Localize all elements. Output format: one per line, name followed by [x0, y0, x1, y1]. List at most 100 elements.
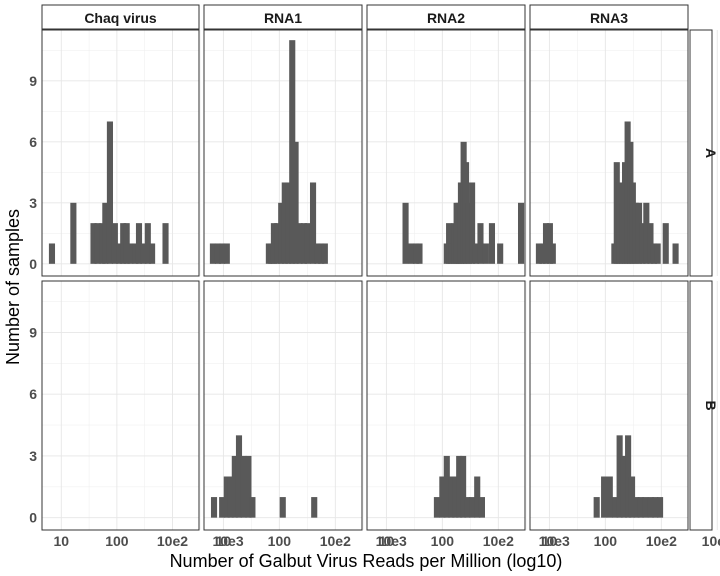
histogram-bar — [270, 223, 277, 264]
histogram-bar — [606, 476, 613, 518]
facet-panel — [529, 280, 718, 531]
histogram-bar — [643, 202, 650, 264]
histogram-bar — [94, 223, 101, 264]
histogram-bar — [132, 243, 139, 264]
histogram-bar — [469, 497, 476, 518]
histogram-bar — [413, 243, 420, 264]
histogram-bar — [652, 497, 659, 518]
y-tick-label: 9 — [29, 73, 37, 89]
histogram-bar — [102, 202, 109, 264]
facet-strip — [41, 4, 200, 30]
histogram-bar — [477, 223, 484, 264]
histogram-bar — [70, 202, 77, 264]
panel-border — [41, 280, 200, 531]
panel-border — [366, 29, 526, 277]
histogram-bar — [135, 223, 143, 264]
x-tick-label: 100 — [268, 533, 292, 549]
histogram-bar — [240, 455, 247, 518]
facet-strip-label: B — [703, 400, 719, 410]
histogram-bar — [612, 497, 619, 518]
histogram-bar — [279, 497, 286, 518]
x-axis-title: Number of Galbut Virus Reads per Million… — [170, 551, 563, 571]
facet-strip — [203, 4, 363, 30]
histogram-bar — [231, 455, 238, 518]
histogram-bar — [464, 497, 471, 518]
histogram-bar — [460, 455, 467, 518]
y-tick-label: 6 — [29, 134, 37, 150]
histogram-bar — [309, 182, 317, 264]
facet-panel — [41, 280, 229, 531]
histogram-bar — [439, 476, 446, 518]
histogram-bar — [647, 497, 654, 518]
histogram-bar — [402, 202, 409, 264]
histogram-bar — [249, 497, 256, 518]
histogram-bar — [300, 223, 307, 264]
histogram-bar — [120, 223, 127, 264]
histogram-bar — [321, 243, 328, 264]
x-tick-label: 10e3 — [376, 533, 407, 549]
histogram-bar — [472, 243, 480, 264]
histogram-bar — [408, 243, 415, 264]
histogram-bar — [140, 243, 147, 264]
facet-panel — [366, 29, 555, 277]
histogram-bar — [657, 497, 664, 518]
facet-strip-label: Chaq virus — [84, 10, 157, 26]
histogram-bar — [535, 243, 542, 264]
histogram-bar — [633, 497, 640, 518]
x-tick-label: 10e2 — [157, 533, 188, 549]
histogram-bar — [90, 223, 97, 264]
histogram-bar — [497, 243, 504, 264]
histogram-bar — [456, 455, 463, 518]
histogram-bar — [223, 476, 230, 518]
x-tick-label: 10e2 — [320, 533, 351, 549]
histogram-bar — [111, 223, 118, 264]
histogram-bar — [448, 476, 455, 518]
facet-strip-label: RNA1 — [264, 10, 302, 26]
histogram-bar — [443, 455, 450, 518]
facet-strip — [366, 4, 526, 30]
x-tick-label: 10e3 — [702, 533, 720, 549]
histogram-bar — [318, 243, 325, 264]
histogram-bar — [488, 223, 496, 264]
histogram-bar — [292, 141, 299, 264]
histogram-bar — [539, 243, 546, 264]
panel-background — [42, 281, 199, 530]
histogram-bar — [214, 243, 222, 264]
histogram-bar — [517, 202, 525, 264]
histogram-bar — [639, 223, 646, 264]
facet-panel — [529, 29, 718, 277]
histogram-bar — [672, 243, 679, 264]
y-tick-label: 3 — [29, 195, 37, 211]
histogram-bar — [452, 476, 459, 518]
y-tick-label: 9 — [29, 324, 37, 340]
x-tick-label: 10e2 — [646, 533, 677, 549]
histogram-bar — [311, 497, 318, 518]
histogram-bar — [620, 455, 628, 518]
x-tick-label: 10 — [53, 533, 69, 549]
panel-border — [203, 29, 363, 277]
facet-strip — [689, 29, 713, 277]
histogram-bar — [227, 476, 234, 518]
histogram-bar — [650, 243, 658, 264]
histogram-bar — [314, 243, 321, 264]
histogram-bar — [635, 202, 643, 264]
x-tick-label: 10 — [379, 533, 395, 549]
histogram-bar — [593, 497, 600, 518]
histogram-bar — [654, 243, 661, 264]
histogram-bar — [281, 182, 288, 264]
histogram-bar — [601, 476, 608, 518]
histogram-bar — [285, 182, 292, 264]
facet-strip-label: RNA3 — [590, 10, 628, 26]
histogram-bar — [296, 223, 303, 264]
histogram-bar — [474, 476, 481, 518]
facet-strip — [529, 4, 689, 30]
facet-strip — [689, 280, 713, 531]
panel-background — [367, 30, 525, 276]
histogram-bar — [48, 243, 56, 264]
histogram-bar — [616, 435, 623, 518]
panel-border — [529, 280, 689, 531]
histogram-bar — [662, 223, 669, 264]
panel-border — [529, 29, 689, 277]
y-axis-title: Number of samples — [3, 209, 23, 365]
histogram-bar — [219, 243, 226, 264]
